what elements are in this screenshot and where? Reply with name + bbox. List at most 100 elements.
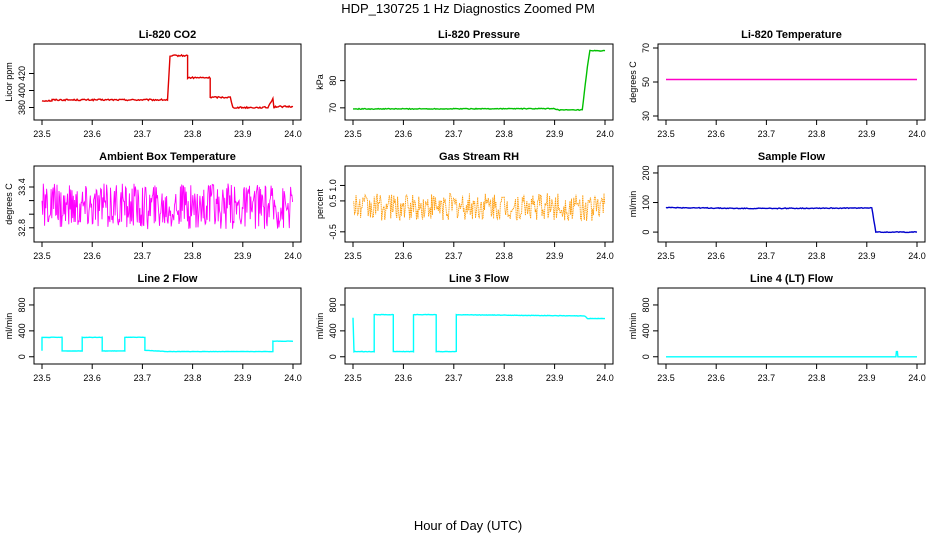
x-tick-label: 23.6 xyxy=(395,129,413,139)
x-tick-label: 23.7 xyxy=(758,373,776,383)
y-tick-label: 800 xyxy=(328,297,338,312)
y-tick-label: 400 xyxy=(17,83,27,98)
x-tick-label: 23.5 xyxy=(33,129,51,139)
plot-frame xyxy=(657,43,926,121)
panel-title: Line 2 Flow xyxy=(138,273,198,285)
y-tick-label: 0 xyxy=(641,230,651,235)
panel-title: Li-820 CO2 xyxy=(139,29,196,41)
series-line xyxy=(352,313,605,353)
x-tick-label: 24.0 xyxy=(284,373,302,383)
x-tick-label: 23.5 xyxy=(344,373,362,383)
plot-frame xyxy=(33,165,302,243)
y-tick-label: 400 xyxy=(328,323,338,338)
x-tick-label: 23.6 xyxy=(83,129,101,139)
x-tick-label: 24.0 xyxy=(596,129,614,139)
plot-frame xyxy=(33,287,302,365)
y-tick-label: 380 xyxy=(17,100,27,115)
x-tick-label: 23.9 xyxy=(858,373,876,383)
y-tick-label: 1.0 xyxy=(328,179,338,192)
x-tick-label: 23.9 xyxy=(858,129,876,139)
x-tick-label: 23.5 xyxy=(657,251,675,261)
x-tick-label: 23.5 xyxy=(344,251,362,261)
y-tick-label: 80 xyxy=(328,76,338,86)
panel-5: Gas Stream RH 23.5 23.6 23.7 23.8 23.9 24.0 -0.… xyxy=(315,151,614,261)
panel-title: Li-820 Pressure xyxy=(438,29,520,41)
x-tick-label: 23.6 xyxy=(707,129,725,139)
figure-title: HDP_130725 1 Hz Diagnostics Zoomed PM xyxy=(341,1,595,16)
x-tick-label: 23.8 xyxy=(184,251,202,261)
x-tick-label: 23.8 xyxy=(495,129,513,139)
y-tick-label: 32.8 xyxy=(17,219,27,237)
y-axis-label: ml/min xyxy=(628,191,638,218)
x-tick-label: 23.6 xyxy=(83,251,101,261)
x-tick-label: 23.5 xyxy=(344,129,362,139)
plot-frame xyxy=(344,43,614,121)
y-tick-label: 200 xyxy=(641,165,651,180)
x-tick-label: 23.7 xyxy=(445,251,463,261)
x-tick-label: 23.7 xyxy=(445,373,463,383)
plot-frame xyxy=(657,165,926,243)
panel-title: Li-820 Temperature xyxy=(741,29,842,41)
y-tick-label: 0 xyxy=(17,354,27,359)
x-tick-label: 23.7 xyxy=(758,129,776,139)
y-axis-label: ml/min xyxy=(4,313,14,340)
y-tick-label: 50 xyxy=(641,77,651,87)
panel-9: Line 4 (LT) Flow 23.5 23.6 23.7 23.8 23.9 24.0… xyxy=(628,273,926,383)
panel-6: Sample Flow 23.5 23.6 23.7 23.8 23.9 24.0 0 100 2… xyxy=(628,151,926,261)
series-line xyxy=(666,350,917,358)
x-tick-label: 23.6 xyxy=(395,373,413,383)
x-tick-label: 24.0 xyxy=(596,251,614,261)
x-tick-label: 23.8 xyxy=(184,373,202,383)
y-tick-label: 800 xyxy=(641,297,651,312)
x-tick-label: 23.9 xyxy=(234,251,252,261)
panel-1: Li-820 CO2 23.5 23.6 23.7 23.8 23.9 24.0 380 400… xyxy=(4,29,302,139)
y-tick-label: 0 xyxy=(328,354,338,359)
y-tick-label: 400 xyxy=(641,323,651,338)
x-tick-label: 23.6 xyxy=(83,373,101,383)
series-line xyxy=(352,192,606,222)
x-tick-label: 24.0 xyxy=(908,129,926,139)
x-tick-label: 23.6 xyxy=(707,373,725,383)
series-line xyxy=(353,49,606,112)
panel-8: Line 3 Flow 23.5 23.6 23.7 23.8 23.9 24.0 0 400 8… xyxy=(315,273,614,383)
plot-frame xyxy=(344,165,614,243)
panel-title: Sample Flow xyxy=(758,151,826,163)
x-tick-label: 23.5 xyxy=(33,251,51,261)
series-line xyxy=(41,336,294,353)
figure-x-axis-label: Hour of Day (UTC) xyxy=(413,518,523,533)
series-line xyxy=(41,53,294,110)
plot-frame xyxy=(344,287,614,365)
y-tick-label: 100 xyxy=(641,195,651,210)
x-tick-label: 23.8 xyxy=(495,373,513,383)
x-tick-label: 23.7 xyxy=(134,373,152,383)
panel-2: Li-820 Pressure 23.5 23.6 23.7 23.8 23.9 24.0 7… xyxy=(315,29,614,139)
y-tick-label: 33.4 xyxy=(17,178,27,196)
x-tick-label: 23.5 xyxy=(33,373,51,383)
y-tick-label: 0.5 xyxy=(328,195,338,208)
y-tick-label: 30 xyxy=(641,111,651,121)
x-tick-label: 23.6 xyxy=(707,251,725,261)
x-tick-label: 24.0 xyxy=(596,373,614,383)
x-tick-label: 23.8 xyxy=(184,129,202,139)
panel-title: Ambient Box Temperature xyxy=(99,151,236,163)
panel-7: Line 2 Flow 23.5 23.6 23.7 23.8 23.9 24.0 0 400 8… xyxy=(4,273,302,383)
x-tick-label: 24.0 xyxy=(908,373,926,383)
y-tick-label: 0 xyxy=(641,354,651,359)
y-axis-label: degrees C xyxy=(628,61,638,103)
y-tick-label: 70 xyxy=(328,103,338,113)
panel-4: Ambient Box Temperature 23.5 23.6 23.7 23.8 2… xyxy=(4,151,302,261)
panel-3: Li-820 Temperature 23.5 23.6 23.7 23.8 23.9 24… xyxy=(628,29,926,139)
x-tick-label: 23.8 xyxy=(808,251,826,261)
x-tick-label: 23.8 xyxy=(495,251,513,261)
x-tick-label: 23.8 xyxy=(808,129,826,139)
x-tick-label: 23.7 xyxy=(134,129,152,139)
x-tick-label: 24.0 xyxy=(908,251,926,261)
x-tick-label: 23.9 xyxy=(234,129,252,139)
panel-title: Line 3 Flow xyxy=(449,273,509,285)
plot-frame xyxy=(33,43,302,121)
x-tick-label: 23.8 xyxy=(808,373,826,383)
y-tick-label: 400 xyxy=(17,323,27,338)
x-tick-label: 23.9 xyxy=(546,373,564,383)
y-axis-label: ml/min xyxy=(315,313,325,340)
